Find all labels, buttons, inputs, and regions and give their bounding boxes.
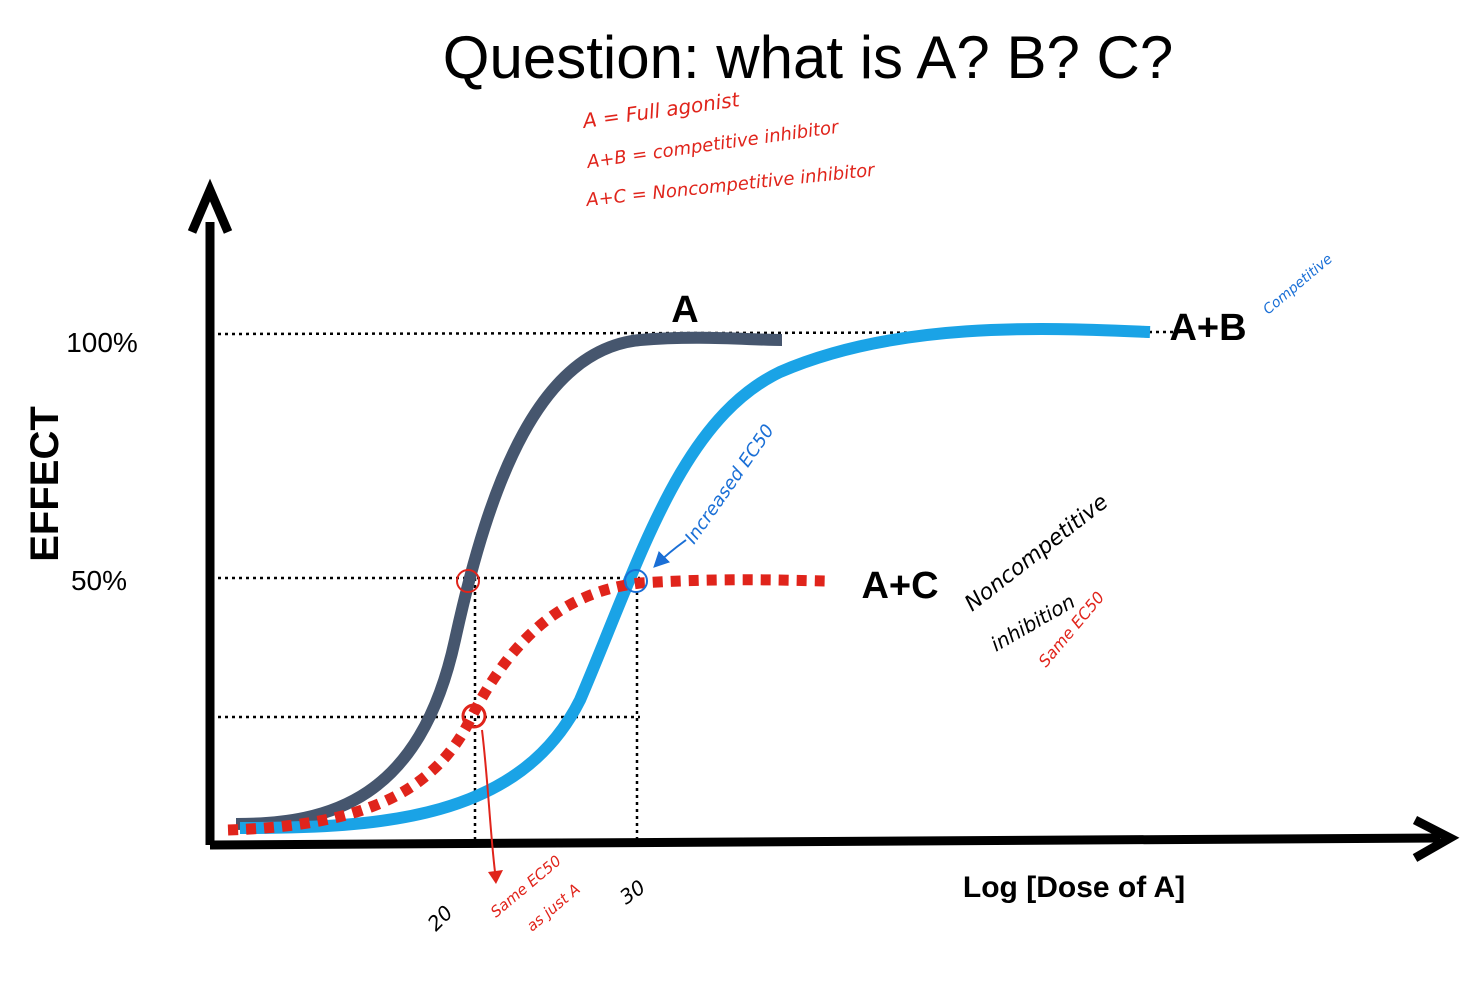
label-a: A [671,289,698,331]
curve-a [235,331,783,830]
ec50-marker-a [456,569,480,593]
handwritten-definitions: A = Full agonist A+B = competitive inhib… [579,87,877,211]
curve-a-plus-c [227,574,826,836]
ec50-marker-a-plus-b [624,569,648,593]
chart-title: Question: what is A? B? C? [443,24,1173,91]
note-full-agonist: A = Full agonist [579,87,742,133]
ec50-marker-a-plus-c [461,703,487,729]
x-axis [209,833,1441,850]
y-axis-arrow [187,178,233,234]
y-tick-100: 100% [66,327,138,358]
y-axis-label: EFFECT [23,406,67,562]
label-a-plus-c: A+C [861,565,938,607]
same-ec50-arrow-head [488,870,503,884]
curve-a-plus-b [239,323,1151,834]
x-tick-20: 20 [423,901,458,936]
same-ec50-arrow-line [481,729,496,873]
axes [187,178,1460,862]
note-competitive-curve: Competitive [1260,251,1336,318]
x-tick-30: 30 [615,875,650,909]
increased-ec50-arrow [653,539,687,568]
label-a-plus-b: A+B [1169,307,1246,349]
x-axis-label: Log [Dose of A] [963,871,1185,904]
x-axis-arrow [1412,815,1460,862]
reference-lines [217,330,1181,840]
y-tick-50: 50% [71,565,127,596]
